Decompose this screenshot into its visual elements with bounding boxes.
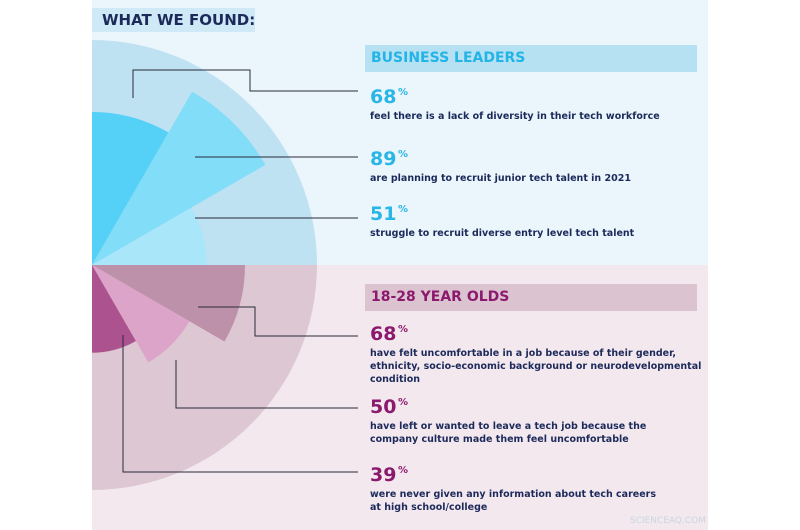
stat-text: condition (370, 374, 421, 385)
stat-value: 50 (370, 396, 397, 418)
wedge (92, 265, 136, 353)
connector (122, 335, 358, 473)
stat-text: were never given any information about t… (370, 489, 656, 500)
stat-unit: % (398, 324, 409, 335)
stat-value: 51 (370, 203, 397, 225)
stat-unit: % (398, 397, 409, 408)
wedge (92, 207, 207, 265)
wedge (92, 265, 245, 342)
stat-text: feel there is a lack of diversity in the… (370, 111, 660, 122)
wedge (92, 112, 169, 265)
stat-text: company culture made them feel uncomfort… (370, 434, 629, 445)
page-title: WHAT WE FOUND: (92, 8, 255, 32)
section-title: 18-28 YEAR OLDS (365, 284, 697, 311)
stat-unit: % (398, 465, 409, 476)
stat-unit: % (398, 87, 409, 98)
connector (198, 306, 358, 337)
connector (175, 360, 358, 409)
stat-text: ethnicity, socio-economic background or … (370, 361, 702, 372)
stat-value: 39 (370, 464, 397, 486)
stat-value: 68 (370, 86, 397, 108)
stat-text: have felt uncomfortable in a job because… (370, 348, 676, 359)
stat-text: struggle to recruit diverse entry level … (370, 228, 635, 239)
stat-text: at high school/college (370, 502, 488, 513)
stat-value: 89 (370, 148, 397, 170)
wedge (92, 91, 266, 265)
stat-text: are planning to recruit junior tech tale… (370, 173, 631, 184)
section-title: BUSINESS LEADERS (365, 45, 697, 72)
stat-unit: % (398, 149, 409, 160)
wedge (92, 265, 190, 363)
connector (132, 69, 358, 98)
stat-unit: % (398, 204, 409, 215)
stat-value: 68 (370, 323, 397, 345)
watermark: SCIENCEAQ.COM (629, 516, 706, 526)
stat-text: have left or wanted to leave a tech job … (370, 421, 647, 432)
